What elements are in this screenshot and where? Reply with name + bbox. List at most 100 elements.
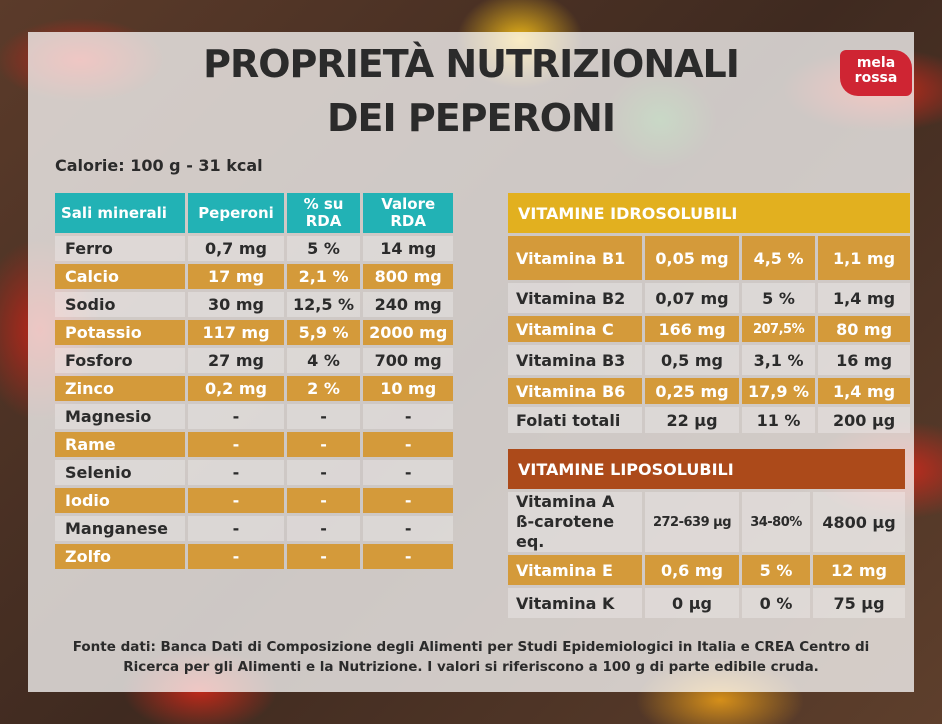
vitamin-name: Vitamina E — [508, 555, 642, 585]
table-row: Selenio - - - — [55, 460, 454, 485]
mineral-rda-value: - — [363, 488, 454, 513]
vitamin-amount: 0,07 mg — [645, 283, 739, 313]
mineral-amount: - — [188, 488, 284, 513]
mineral-rda-value: - — [363, 544, 454, 569]
mineral-rda-value: 14 mg — [363, 236, 454, 261]
table-row: Sodio 30 mg 12,5 % 240 mg — [55, 292, 454, 317]
mineral-rda-percent: 5 % — [287, 236, 361, 261]
mineral-rda-percent: - — [287, 544, 361, 569]
mineral-rda-percent: - — [287, 516, 361, 541]
minerals-table: Sali minerali Peperoni % su RDA Valore R… — [52, 190, 456, 572]
vitamin-amount: 166 mg — [645, 316, 739, 342]
minerals-header-row: Sali minerali Peperoni % su RDA Valore R… — [55, 193, 454, 233]
mineral-rda-percent: 4 % — [287, 348, 361, 373]
vitamin-rda-percent: 0 % — [742, 588, 810, 618]
vitamin-rda-value: 12 mg — [813, 555, 905, 585]
vitamin-amount: 22 µg — [645, 407, 739, 433]
vitamin-rda-percent: 3,1 % — [742, 345, 816, 375]
vitamin-rda-percent: 17,9 % — [742, 378, 816, 404]
mineral-name: Iodio — [55, 488, 185, 513]
mineral-rda-value: 240 mg — [363, 292, 454, 317]
title-line2: DEI PEPERONI — [327, 96, 616, 140]
vitamin-name: Vitamina B6 — [508, 378, 642, 404]
vitamin-rda-percent: 207,5% — [742, 316, 816, 342]
fat-soluble-vitamins-table: VITAMINE LIPOSOLUBILI Vitamina A ß-carot… — [505, 446, 908, 621]
mineral-amount: - — [188, 432, 284, 457]
table-row: Rame - - - — [55, 432, 454, 457]
table-row: Vitamina B6 0,25 mg 17,9 % 1,4 mg — [508, 378, 911, 404]
vitamin-rda-value: 1,4 mg — [818, 378, 911, 404]
mineral-amount: - — [188, 516, 284, 541]
title-line1: PROPRIETÀ NUTRIZIONALI — [203, 42, 740, 86]
header-rda-value: Valore RDA — [363, 193, 454, 233]
mineral-rda-percent: 2,1 % — [287, 264, 361, 289]
mineral-name: Rame — [55, 432, 185, 457]
mineral-amount: - — [188, 544, 284, 569]
mineral-rda-value: - — [363, 432, 454, 457]
table-row: Potassio 117 mg 5,9 % 2000 mg — [55, 320, 454, 345]
vitamin-rda-value: 200 µg — [818, 407, 911, 433]
water-soluble-header-row: VITAMINE IDROSOLUBILI — [508, 193, 911, 233]
vitamin-name: Folati totali — [508, 407, 642, 433]
vitamin-amount: 0,5 mg — [645, 345, 739, 375]
mineral-rda-percent: - — [287, 460, 361, 485]
logo-line2: rossa — [854, 70, 898, 86]
mineral-rda-value: - — [363, 460, 454, 485]
table-row: Vitamina C 166 mg 207,5% 80 mg — [508, 316, 911, 342]
logo-line1: mela — [856, 55, 896, 71]
melarossa-logo[interactable]: mela rossa — [840, 50, 912, 96]
vitamin-rda-percent: 34-80% — [742, 492, 810, 552]
vitamin-rda-value: 80 mg — [818, 316, 911, 342]
mineral-name: Fosforo — [55, 348, 185, 373]
vitamin-rda-percent: 5 % — [742, 555, 810, 585]
table-row: Zinco 0,2 mg 2 % 10 mg — [55, 376, 454, 401]
table-row: Folati totali 22 µg 11 % 200 µg — [508, 407, 911, 433]
mineral-rda-value: 800 mg — [363, 264, 454, 289]
vitamin-rda-value: 75 µg — [813, 588, 905, 618]
mineral-rda-value: 2000 mg — [363, 320, 454, 345]
mineral-name: Zinco — [55, 376, 185, 401]
vitamin-name: Vitamina C — [508, 316, 642, 342]
mineral-amount: 0,2 mg — [188, 376, 284, 401]
mineral-name: Calcio — [55, 264, 185, 289]
calories-info: Calorie: 100 g - 31 kcal — [55, 156, 263, 175]
mineral-amount: 30 mg — [188, 292, 284, 317]
vitamin-name: Vitamina K — [508, 588, 642, 618]
mineral-rda-percent: - — [287, 488, 361, 513]
vitamin-amount: 0,25 mg — [645, 378, 739, 404]
mineral-rda-percent: - — [287, 432, 361, 457]
table-row: Iodio - - - — [55, 488, 454, 513]
mineral-rda-value: - — [363, 516, 454, 541]
vitamin-rda-percent: 4,5 % — [742, 236, 816, 280]
mineral-amount: 27 mg — [188, 348, 284, 373]
mineral-name: Selenio — [55, 460, 185, 485]
vitamin-rda-percent: 5 % — [742, 283, 816, 313]
table-row: Vitamina E 0,6 mg 5 % 12 mg — [508, 555, 905, 585]
mineral-name: Sodio — [55, 292, 185, 317]
table-row: Calcio 17 mg 2,1 % 800 mg — [55, 264, 454, 289]
fat-soluble-header: VITAMINE LIPOSOLUBILI — [508, 449, 905, 489]
vitamin-rda-value: 16 mg — [818, 345, 911, 375]
table-row: Fosforo 27 mg 4 % 700 mg — [55, 348, 454, 373]
water-soluble-header: VITAMINE IDROSOLUBILI — [508, 193, 911, 233]
fat-soluble-header-row: VITAMINE LIPOSOLUBILI — [508, 449, 905, 489]
table-row: Zolfo - - - — [55, 544, 454, 569]
mineral-amount: 117 mg — [188, 320, 284, 345]
table-row: Vitamina A ß-carotene eq. 272-639 µg 34-… — [508, 492, 905, 552]
vitamin-amount: 0,6 mg — [645, 555, 739, 585]
vitamin-rda-percent: 11 % — [742, 407, 816, 433]
mineral-rda-value: 10 mg — [363, 376, 454, 401]
mineral-amount: - — [188, 460, 284, 485]
header-rda-percent: % su RDA — [287, 193, 361, 233]
vitamin-rda-value: 1,4 mg — [818, 283, 911, 313]
mineral-rda-percent: 5,9 % — [287, 320, 361, 345]
table-row: Vitamina K 0 µg 0 % 75 µg — [508, 588, 905, 618]
vitamin-name: Vitamina B3 — [508, 345, 642, 375]
vitamin-amount: 272-639 µg — [645, 492, 739, 552]
mineral-amount: - — [188, 404, 284, 429]
mineral-rda-percent: 2 % — [287, 376, 361, 401]
mineral-name: Ferro — [55, 236, 185, 261]
table-row: Vitamina B1 0,05 mg 4,5 % 1,1 mg — [508, 236, 911, 280]
mineral-rda-percent: - — [287, 404, 361, 429]
vitamin-name: Vitamina A ß-carotene eq. — [508, 492, 642, 552]
